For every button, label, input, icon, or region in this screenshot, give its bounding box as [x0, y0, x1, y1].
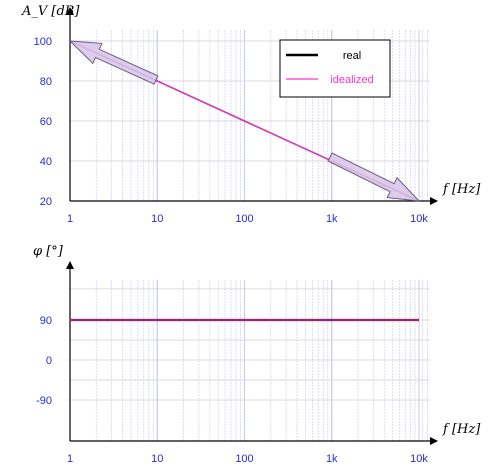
x-axis-label: f [Hz] [442, 422, 481, 437]
x-tick-label: 1k [326, 453, 338, 465]
x-tick-label: 1 [67, 453, 73, 465]
legend-box [279, 39, 391, 98]
y-axis-label: A_V [dB] [21, 4, 80, 19]
y-axis-label: φ [°] [33, 244, 64, 259]
y-tick-label: 0 [46, 355, 52, 367]
x-tick-label: 1 [67, 213, 73, 225]
annotation-arrow-lower-right [327, 152, 421, 202]
y-tick-label: 60 [40, 116, 52, 128]
x-axis-label: f [Hz] [442, 182, 481, 197]
x-tick-label: 10 [151, 213, 163, 225]
legend-label-idealized: idealized [330, 74, 373, 86]
y-tick-label: 40 [40, 156, 52, 168]
x-tick-label: 1k [326, 213, 338, 225]
x-tick-label: 10 [151, 453, 163, 465]
legend-label-real: real [343, 50, 361, 62]
x-tick-label: 10k [410, 453, 428, 465]
annotation-arrow-upper-left [68, 40, 159, 85]
y-tick-label: 100 [34, 36, 52, 48]
y-tick-label: 20 [40, 196, 52, 208]
y-tick-label: 90 [40, 315, 52, 327]
legend: real idealized [279, 39, 391, 98]
y-tick-label: -90 [36, 395, 52, 407]
x-tick-label: 100 [235, 453, 253, 465]
y-tick-label: 80 [40, 76, 52, 88]
x-tick-label: 10k [410, 213, 428, 225]
x-tick-label: 100 [235, 213, 253, 225]
